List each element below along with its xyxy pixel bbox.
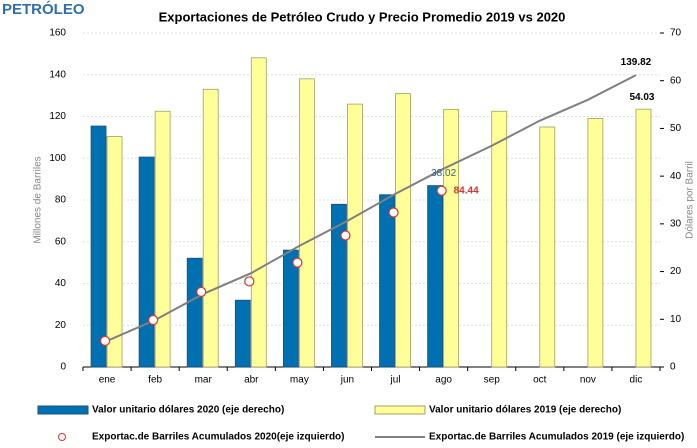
y-tick-label: 140	[49, 69, 66, 80]
x-tick-label: nov	[580, 375, 596, 386]
bar	[395, 93, 411, 368]
bar	[379, 194, 395, 368]
y2-tick-label: 70	[670, 28, 682, 39]
y2-tick-label: 60	[670, 75, 682, 86]
data-label: 54.03	[629, 92, 654, 103]
bar	[443, 108, 460, 368]
x-tick-label: dic	[630, 375, 643, 386]
marker	[244, 276, 255, 287]
bar	[106, 136, 123, 368]
y-tick-label: 0	[60, 362, 66, 373]
x-tick-label: sep	[484, 375, 501, 386]
page-title: PETRÓLEO	[2, 0, 85, 18]
legend-label: Exportac.de Barriles Acumulados 2019 (ej…	[429, 432, 684, 443]
bar	[186, 257, 203, 368]
bar	[282, 249, 299, 368]
legend-swatch	[37, 405, 89, 415]
data-label: 38.02	[431, 168, 456, 179]
x-tick-label: ene	[99, 375, 116, 386]
bar	[154, 110, 171, 368]
y2-tick-label: 20	[670, 266, 682, 277]
x-tick-label: abr	[244, 375, 259, 386]
marker	[292, 257, 303, 268]
y2-tick-label: 10	[670, 314, 682, 325]
y2-tick-label: 40	[670, 171, 682, 182]
y-tick-label: 100	[49, 153, 66, 164]
bar	[250, 57, 267, 368]
y-tick-label: 20	[55, 320, 67, 331]
bar	[298, 78, 315, 368]
marker	[388, 207, 399, 218]
x-tick-label: may	[290, 375, 309, 386]
y2-axis-label: Dólares por Barril	[685, 161, 696, 239]
y2-tick-label: 0	[670, 362, 676, 373]
bar	[331, 203, 347, 368]
legend-swatch	[58, 433, 66, 441]
bar	[138, 156, 155, 368]
y-tick-label: 160	[49, 28, 66, 39]
bar	[587, 118, 604, 368]
x-tick-label: jul	[390, 375, 401, 386]
legend-label: Valor unitario dólares 2020 (eje derecho…	[92, 405, 284, 416]
marker	[340, 230, 351, 241]
y-tick-label: 80	[55, 195, 67, 206]
data-label: 139.82	[621, 57, 652, 68]
x-tick-label: feb	[148, 375, 162, 386]
bar	[234, 299, 251, 368]
legend-swatch	[374, 405, 426, 415]
y-tick-label: 40	[55, 278, 67, 289]
chart-title: Exportaciones de Petróleo Crudo y Precio…	[159, 9, 566, 24]
y2-tick-label: 50	[670, 123, 682, 134]
marker	[99, 335, 111, 347]
y2-tick-label: 30	[670, 218, 682, 229]
bar	[90, 125, 107, 368]
x-tick-label: oct	[533, 375, 547, 386]
x-tick-label: ago	[435, 375, 452, 386]
data-label: 84.44	[454, 185, 479, 196]
bar	[202, 88, 219, 368]
marker	[148, 314, 159, 326]
legend-label: Exportac.de Barriles Acumulados 2020(eje…	[92, 432, 345, 443]
bar	[427, 185, 444, 368]
marker	[196, 286, 207, 297]
x-tick-label: mar	[195, 375, 213, 386]
bar	[635, 108, 652, 368]
legend-label: Valor unitario dólares 2019 (eje derecho…	[429, 405, 621, 416]
y-tick-label: 120	[49, 111, 66, 122]
marker	[436, 185, 447, 196]
y-tick-label: 60	[55, 236, 67, 247]
bar	[491, 110, 508, 368]
x-tick-label: jun	[340, 375, 354, 386]
y-axis-label: Millones de Barriles	[33, 156, 44, 243]
line	[106, 74, 637, 342]
bar	[539, 126, 556, 368]
